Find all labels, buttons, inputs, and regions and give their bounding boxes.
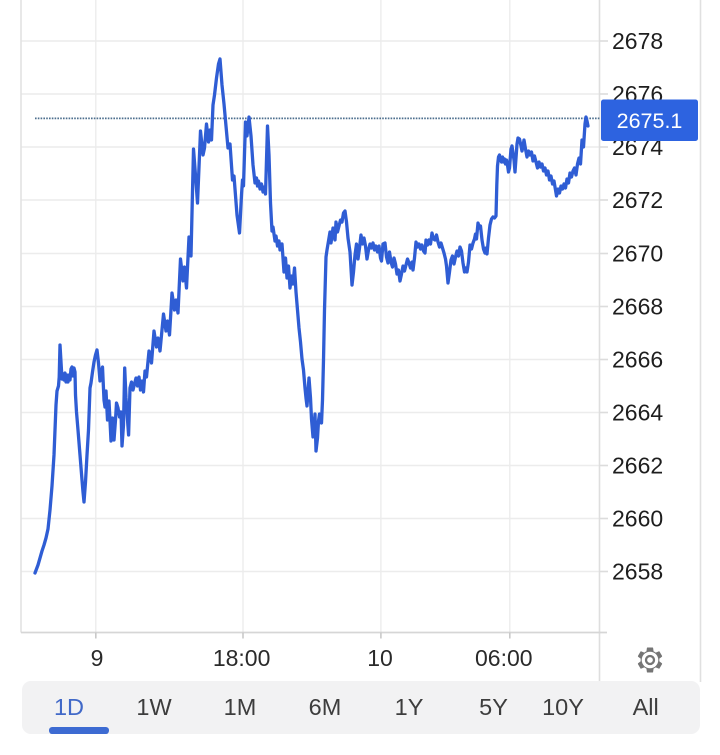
svg-text:2666: 2666 bbox=[612, 347, 663, 373]
svg-text:9: 9 bbox=[91, 645, 104, 671]
svg-text:2662: 2662 bbox=[612, 453, 663, 479]
svg-text:10: 10 bbox=[367, 645, 393, 671]
svg-text:2664: 2664 bbox=[612, 400, 663, 426]
svg-text:2672: 2672 bbox=[612, 187, 663, 213]
svg-text:2668: 2668 bbox=[612, 294, 663, 320]
svg-text:2678: 2678 bbox=[612, 28, 663, 54]
svg-text:2675.1: 2675.1 bbox=[617, 109, 683, 133]
svg-text:06:00: 06:00 bbox=[475, 645, 533, 671]
svg-text:2658: 2658 bbox=[612, 559, 663, 585]
svg-text:2670: 2670 bbox=[612, 241, 663, 267]
svg-text:18:00: 18:00 bbox=[213, 645, 271, 671]
svg-text:2660: 2660 bbox=[612, 506, 663, 532]
